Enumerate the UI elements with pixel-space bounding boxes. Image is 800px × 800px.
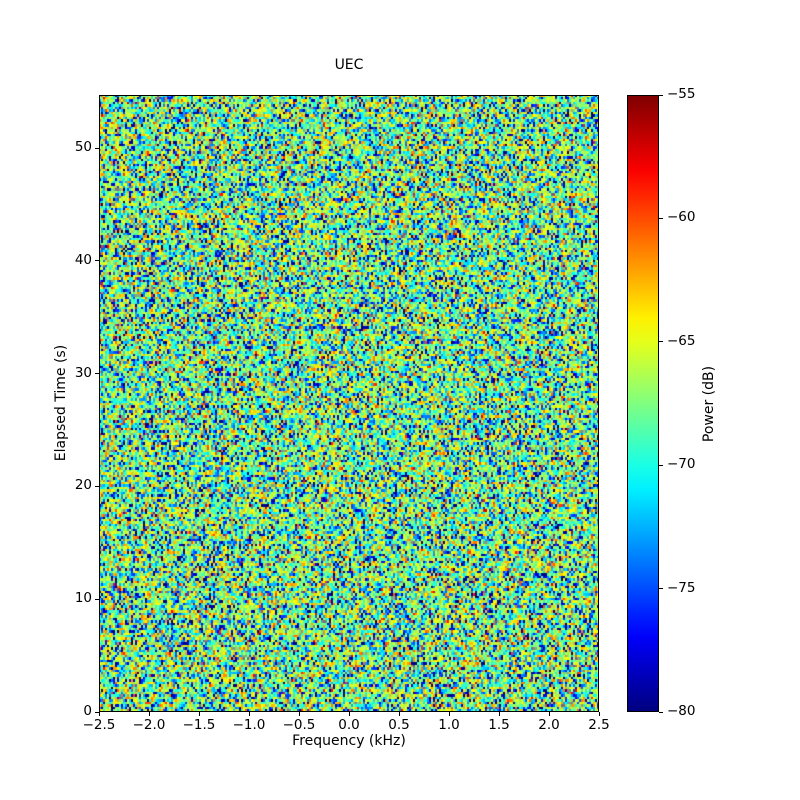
y-tick-label: 20	[74, 477, 92, 494]
x-tick-label: 0.0	[338, 717, 360, 733]
colorbar-tick-mark	[659, 94, 663, 96]
spectrogram-heatmap	[99, 95, 599, 712]
x-tick-mark	[398, 712, 400, 716]
x-tick-mark	[348, 712, 350, 716]
x-tick-mark	[498, 712, 500, 716]
colorbar-tick-mark	[659, 588, 663, 590]
colorbar-label: Power (dB)	[701, 365, 717, 443]
colorbar-tick-mark	[659, 341, 663, 343]
colorbar-tick-label: −70	[667, 456, 696, 473]
x-tick-mark	[548, 712, 550, 716]
colorbar-tick-label: −55	[667, 86, 696, 102]
x-tick-label: 2.0	[538, 717, 560, 733]
x-tick-label: 1.5	[488, 717, 510, 733]
x-tick-label: −2.5	[82, 717, 116, 733]
x-axis-label: Frequency (kHz)	[292, 733, 406, 749]
y-tick-mark	[95, 260, 99, 262]
x-tick-label: −0.5	[282, 717, 316, 733]
x-tick-label: 1.0	[438, 717, 460, 733]
x-tick-mark	[298, 712, 300, 716]
x-tick-label: −1.5	[182, 717, 216, 733]
x-tick-label: −2.0	[132, 717, 166, 733]
colorbar-tick-label: −80	[667, 703, 696, 719]
y-axis-label: Elapsed Time (s)	[53, 344, 69, 462]
y-tick-label: 50	[74, 139, 92, 155]
x-tick-mark	[248, 712, 250, 716]
x-tick-label: 2.5	[588, 717, 610, 733]
x-tick-mark	[598, 712, 600, 716]
y-tick-mark	[95, 485, 99, 487]
colorbar-tick-mark	[659, 464, 663, 466]
colorbar-tick-label: −65	[667, 332, 696, 349]
y-tick-label: 40	[74, 251, 92, 268]
colorbar-tick-mark	[659, 711, 663, 713]
x-tick-mark	[198, 712, 200, 716]
y-tick-mark	[95, 711, 99, 713]
x-tick-mark	[98, 712, 100, 716]
y-tick-label: 0	[83, 703, 92, 719]
y-tick-label: 30	[74, 364, 92, 381]
colorbar	[627, 95, 659, 712]
x-tick-mark	[448, 712, 450, 716]
x-tick-label: 0.5	[388, 717, 410, 733]
x-tick-mark	[148, 712, 150, 716]
colorbar-tick-mark	[659, 217, 663, 219]
colorbar-tick-label: −75	[667, 579, 696, 596]
plot-title: UEC	[334, 57, 364, 74]
y-tick-mark	[95, 147, 99, 149]
y-tick-mark	[95, 373, 99, 375]
y-tick-mark	[95, 598, 99, 600]
colorbar-tick-label: −60	[667, 209, 696, 226]
y-tick-label: 10	[74, 590, 92, 607]
x-tick-label: −1.0	[232, 717, 266, 733]
